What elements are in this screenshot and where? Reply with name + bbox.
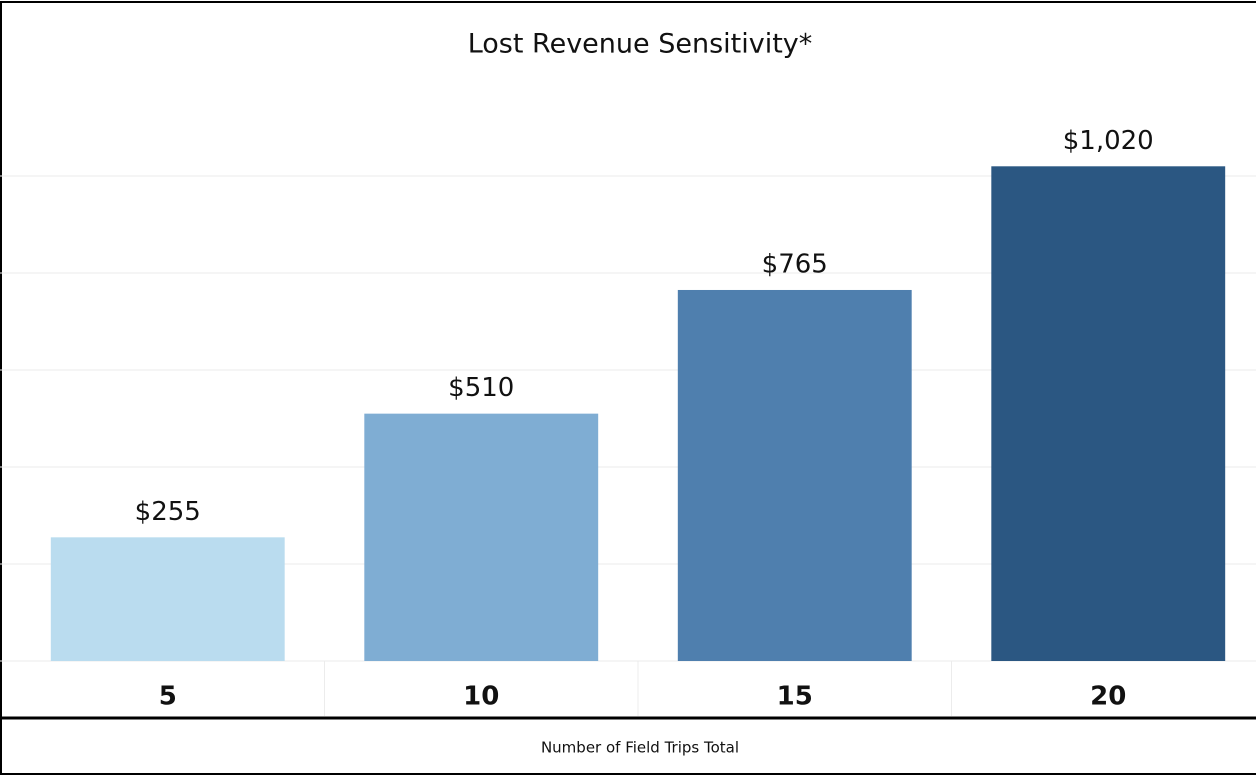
value-label: $765	[762, 249, 828, 279]
value-label: $510	[448, 373, 514, 403]
bar	[50, 537, 285, 661]
x-tick-label: 20	[1090, 682, 1126, 712]
value-label: $255	[135, 497, 201, 527]
x-tick-label: 10	[463, 682, 499, 712]
x-axis-label: Number of Field Trips Total	[541, 739, 739, 757]
bar	[364, 413, 599, 661]
value-label: $1,020	[1063, 126, 1154, 156]
bar	[991, 166, 1226, 662]
x-tick-label: 15	[777, 682, 813, 712]
x-tick-label: 5	[159, 682, 177, 712]
chart-title: Lost Revenue Sensitivity*	[468, 29, 813, 60]
bar	[677, 289, 912, 661]
